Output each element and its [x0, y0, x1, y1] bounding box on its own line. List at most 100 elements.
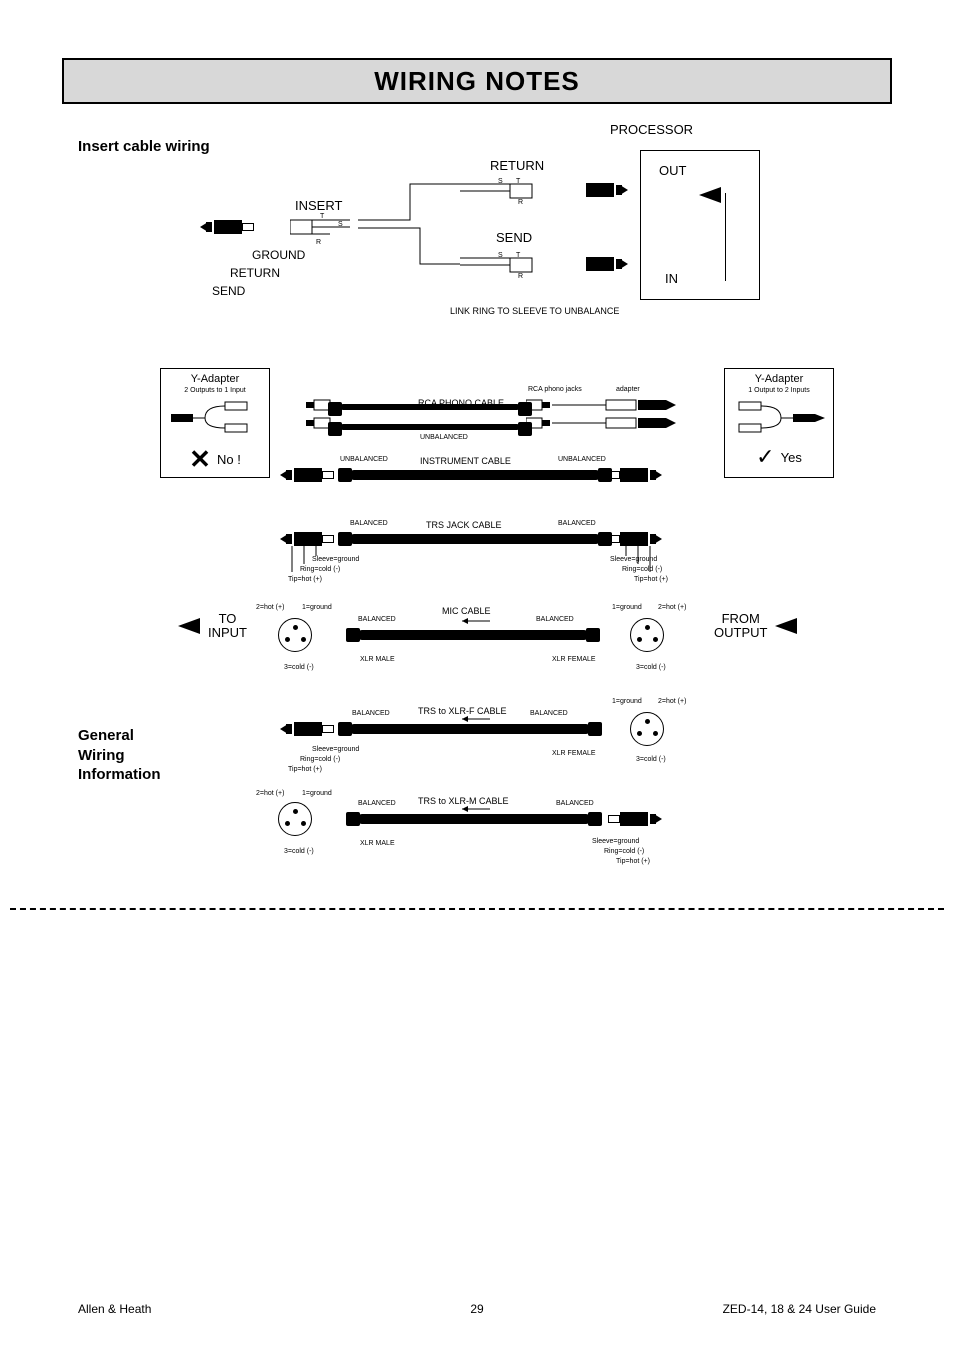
x-icon: ✕ [189, 444, 211, 475]
from-output-l1: FROM [722, 611, 760, 626]
trsxlrf-sleeve: Sleeve=ground [312, 746, 359, 753]
svg-text:S: S [338, 221, 343, 228]
no-label: No ! [217, 452, 241, 467]
return2-label: RETURN [230, 266, 280, 280]
insert-label: INSERT [295, 198, 342, 213]
page-header: WIRING NOTES [62, 58, 892, 104]
page-title: WIRING NOTES [374, 66, 580, 97]
footer-left: Allen & Heath [78, 1302, 151, 1316]
section-insert-cable: Insert cable wiring [78, 138, 210, 155]
adapter-label: adapter [616, 386, 640, 393]
trsxlrm-tip: Tip=hot (+) [616, 858, 650, 865]
out-label: OUT [659, 163, 686, 178]
trsxlrf-arrow [454, 714, 494, 724]
xlr-female-2: XLR FEMALE [552, 750, 596, 757]
rca-cable-bot [340, 424, 520, 430]
mic-l-2hot: 2=hot (+) [256, 604, 284, 611]
section-general-wiring: General Wiring Information [78, 726, 161, 785]
send-trs-plug [582, 257, 628, 276]
trsxlrm-1gnd: 1=ground [302, 790, 332, 797]
check-icon: ✓ [756, 444, 774, 470]
send2-label: SEND [212, 284, 245, 298]
mic-title: MIC CABLE [442, 606, 491, 616]
trsxlrm-2hot: 2=hot (+) [256, 790, 284, 797]
xlr-male-2: XLR MALE [360, 840, 395, 847]
svg-text:S: S [498, 252, 503, 259]
mic-r-3cold: 3=cold (-) [636, 664, 666, 671]
general-l1: General [78, 727, 134, 744]
trsxlrf-tip: Tip=hot (+) [288, 766, 322, 773]
return-label: RETURN [490, 158, 544, 173]
send-jack-icon: S T R [460, 250, 570, 280]
xlr-male-1: XLR MALE [360, 656, 395, 663]
trsxlrm-xlr-l [278, 802, 312, 841]
bal-6r: BALANCED [556, 800, 594, 807]
trs-cable [350, 534, 600, 544]
trsxlrf-cable [350, 724, 590, 734]
processor-box: OUT IN [640, 150, 760, 300]
trsxlrm-arrow [454, 804, 494, 814]
trs-l-ring: Ring=cold (-) [300, 566, 340, 573]
trsxlrf-ring: Ring=cold (-) [300, 756, 340, 763]
out-arrow-icon [699, 187, 721, 203]
trsxlrm-ring: Ring=cold (-) [604, 848, 644, 855]
xlr-f-r [630, 618, 664, 657]
trs-s: S [498, 178, 503, 185]
bal-5r: BALANCED [530, 710, 568, 717]
trsxlrf-1gnd: 1=ground [612, 698, 642, 705]
y-adapter-right: Y-Adapter 1 Output to 2 Inputs ✓ Yes [724, 368, 834, 478]
return-trs-plug [582, 183, 628, 202]
to-input-l1: TO [219, 611, 237, 626]
instr-plug-r [616, 468, 662, 487]
mic-r-2hot: 2=hot (+) [658, 604, 686, 611]
svg-text:R: R [518, 273, 523, 280]
rca-jacks: RCA phono jacks [528, 386, 582, 393]
instrument-cable [350, 470, 600, 480]
from-output-l2: OUTPUT [714, 625, 767, 640]
xlr-m-l [278, 618, 312, 657]
trs-r-ring: Ring=cold (-) [622, 566, 662, 573]
link-note: LINK RING TO SLEEVE TO UNBALANCE [450, 306, 619, 316]
trs-r-sleeve: Sleeve=ground [610, 556, 657, 563]
footer-page-number: 29 [470, 1302, 483, 1316]
bal-6l: BALANCED [358, 800, 396, 807]
bal-3l: BALANCED [350, 520, 388, 527]
mic-l-1gnd: 1=ground [302, 604, 332, 611]
bal-4r: BALANCED [536, 616, 574, 623]
trsxlrm-3cold: 3=cold (-) [284, 848, 314, 855]
trs-r: R [518, 199, 523, 206]
y-adapter-right-title: Y-Adapter [755, 373, 804, 385]
to-input-arrow: TO INPUT [178, 612, 247, 641]
y-adapter-right-sub: 1 Output to 2 Inputs [748, 387, 810, 394]
svg-text:T: T [516, 252, 521, 259]
trs-r-tip: Tip=hot (+) [634, 576, 668, 583]
trs-title: TRS JACK CABLE [426, 520, 502, 530]
trsxlrf-3cold: 3=cold (-) [636, 756, 666, 763]
processor-label: PROCESSOR [610, 122, 693, 137]
svg-text:R: R [316, 239, 321, 246]
mic-r-1gnd: 1=ground [612, 604, 642, 611]
y-adapter-left-title: Y-Adapter [191, 373, 240, 385]
bal-5l: BALANCED [352, 710, 390, 717]
instr-plug-l [280, 468, 326, 487]
rca-plug-right [526, 398, 716, 432]
trsxlrm-sleeve: Sleeve=ground [592, 838, 639, 845]
y-adapter-left-icon [165, 394, 265, 444]
unbal-2l: UNBALANCED [340, 456, 388, 463]
general-l2: Wiring [78, 747, 125, 764]
trsxlrf-plug-l [280, 722, 326, 741]
insert-trs-plug [200, 220, 246, 239]
mic-l-3cold: 3=cold (-) [284, 664, 314, 671]
svg-text:T: T [320, 213, 325, 220]
trsxlrf-2hot: 2=hot (+) [658, 698, 686, 705]
trs-l-tip: Tip=hot (+) [288, 576, 322, 583]
bal-3r: BALANCED [558, 520, 596, 527]
rca-plug-left [296, 398, 336, 432]
mic-arrow [454, 616, 494, 626]
unbal-2r: UNBALANCED [558, 456, 606, 463]
proc-vline [725, 193, 726, 281]
from-output-arrow: FROM OUTPUT [714, 612, 797, 641]
y-adapter-left: Y-Adapter 2 Outputs to 1 Input ✕ No ! [160, 368, 270, 478]
send-label: SEND [496, 230, 532, 245]
arrow-left-icon [178, 618, 200, 634]
